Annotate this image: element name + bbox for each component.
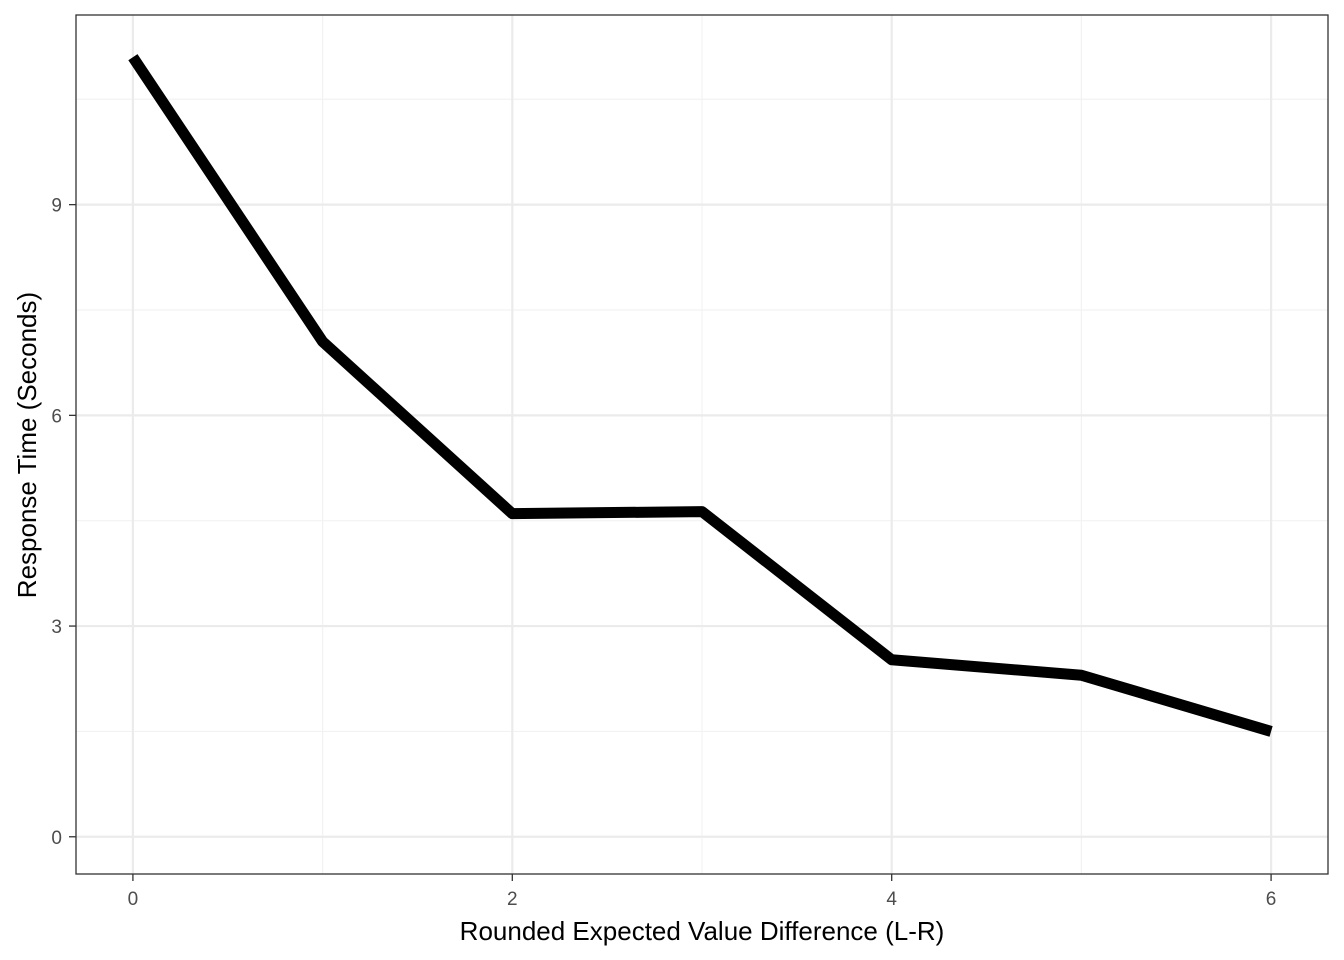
panel-border [75, 14, 1329, 875]
series-lines [128, 54, 1273, 737]
series-line [128, 54, 1273, 737]
x-tick-label: 2 [507, 889, 518, 910]
x-tick-label: 0 [128, 889, 139, 910]
y-tick-label: 0 [51, 828, 62, 849]
x-tick-label: 4 [886, 889, 897, 910]
y-axis-title: Response Time (Seconds) [12, 292, 42, 598]
y-axis-ticks: 0 3 6 9 [51, 196, 76, 849]
y-tick-label: 3 [51, 617, 62, 638]
minor-gridlines [76, 15, 1328, 874]
x-axis-ticks: 0 2 4 6 [128, 874, 1277, 910]
y-tick-label: 9 [51, 196, 62, 217]
y-tick-label: 6 [51, 406, 62, 427]
x-tick-label: 6 [1266, 889, 1277, 910]
x-axis-title: Rounded Expected Value Difference (L-R) [460, 916, 945, 946]
major-gridlines [76, 15, 1328, 874]
